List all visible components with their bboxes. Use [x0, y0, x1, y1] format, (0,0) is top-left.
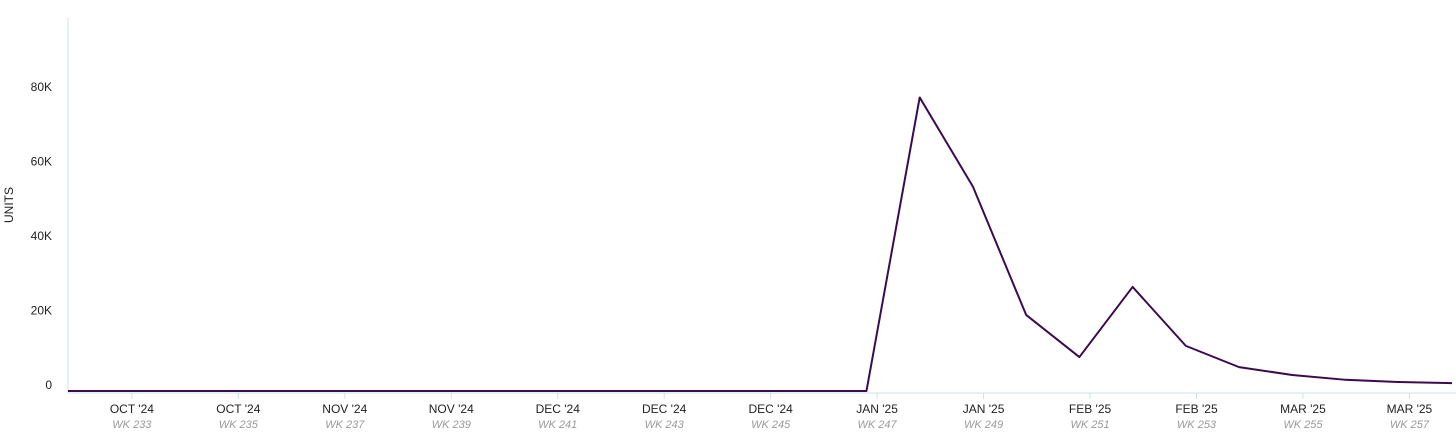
y-tick-label: 0	[45, 378, 52, 392]
x-tick-sublabel: WK 245	[751, 419, 791, 431]
x-tick-label: NOV '24	[429, 402, 474, 416]
x-tick-sublabel: WK 253	[1177, 419, 1217, 431]
x-tick-label: DEC '24	[642, 402, 687, 416]
x-tick-label: NOV '24	[322, 402, 367, 416]
x-tick-sublabel: WK 243	[645, 419, 685, 431]
x-tick-label: DEC '24	[536, 402, 581, 416]
y-tick-label: 40K	[31, 229, 52, 243]
x-tick-label: JAN '25	[963, 402, 1005, 416]
x-tick-sublabel: WK 255	[1283, 419, 1323, 431]
series-line	[68, 96, 1453, 392]
x-tick-label: OCT '24	[110, 402, 154, 416]
x-tick-sublabel: WK 251	[1070, 419, 1109, 431]
x-tick-sublabel: WK 239	[432, 419, 471, 431]
x-tick-label: FEB '25	[1175, 402, 1218, 416]
x-tick-sublabel: WK 233	[112, 419, 152, 431]
y-tick-label: 80K	[31, 80, 52, 94]
x-tick-label: FEB '25	[1069, 402, 1112, 416]
y-tick-label: 60K	[31, 154, 52, 168]
x-tick-label: JAN '25	[856, 402, 898, 416]
x-tick-sublabel: WK 235	[219, 419, 259, 431]
x-tick-sublabel: WK 257	[1390, 419, 1430, 431]
x-tick-label: MAR '25	[1280, 402, 1326, 416]
x-tick-label: MAR '25	[1387, 402, 1433, 416]
y-tick-label: 20K	[31, 304, 52, 318]
x-tick-sublabel: WK 241	[538, 419, 577, 431]
x-tick-sublabel: WK 249	[964, 419, 1003, 431]
x-tick-label: DEC '24	[748, 402, 793, 416]
x-tick-sublabel: WK 237	[325, 419, 365, 431]
y-axis-label: UNITS	[2, 187, 16, 223]
x-tick-sublabel: WK 247	[858, 419, 898, 431]
x-tick-label: OCT '24	[216, 402, 260, 416]
